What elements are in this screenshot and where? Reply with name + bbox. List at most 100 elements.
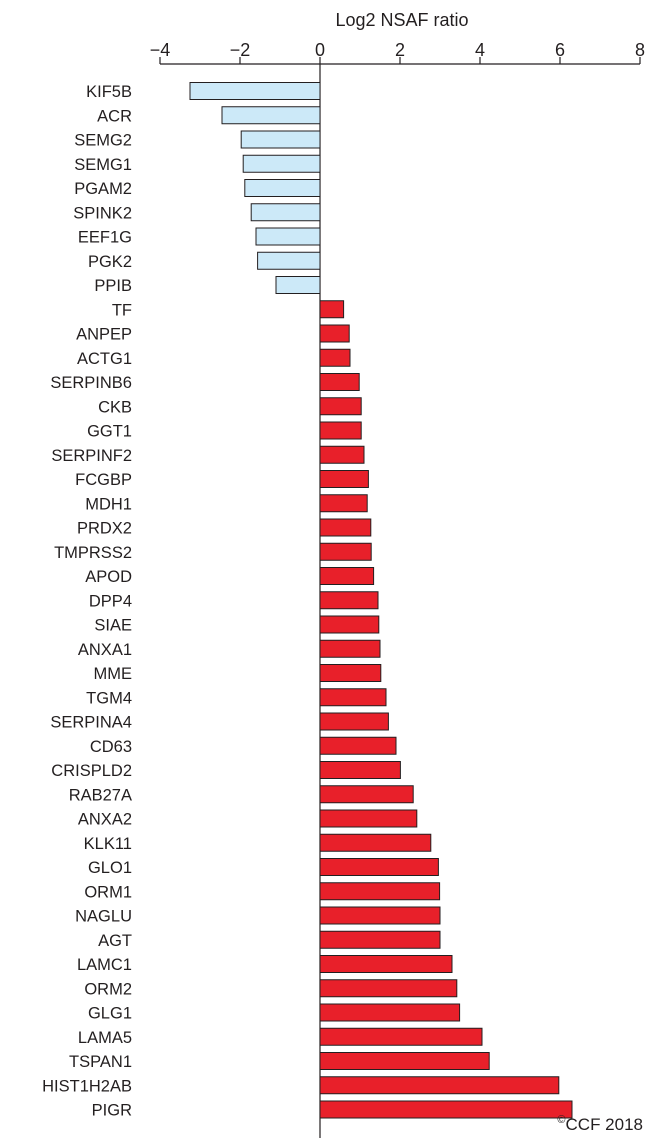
bar-glo1 bbox=[319, 858, 439, 876]
bar-siae bbox=[319, 615, 380, 634]
category-label: TMPRSS2 bbox=[54, 544, 132, 562]
x-axis-ticks: −4 −2 0 2 4 6 8 bbox=[150, 40, 645, 64]
category-label: TGM4 bbox=[86, 689, 132, 707]
bar-serpina4 bbox=[319, 712, 389, 731]
bar-ggt1 bbox=[319, 421, 362, 440]
bar-spink2 bbox=[250, 203, 321, 222]
category-label: AGT bbox=[98, 932, 132, 950]
bar-pgk2 bbox=[257, 251, 321, 270]
bar-serpinb6 bbox=[319, 373, 360, 391]
category-labels: KIF5B ACR SEMG2 SEMG1 PGAM2 SPINK2 EEF1G PGK2 PP… bbox=[42, 83, 132, 1120]
category-label: ANPEP bbox=[76, 326, 132, 344]
bar-agt bbox=[319, 930, 441, 949]
category-label: ACTG1 bbox=[77, 350, 132, 368]
category-label: ORM1 bbox=[84, 883, 132, 901]
x-tick-label: −2 bbox=[230, 40, 251, 60]
bar-klk11 bbox=[319, 833, 432, 852]
copyright-symbol: © bbox=[557, 1114, 565, 1126]
category-label: ANXA1 bbox=[78, 641, 132, 659]
bar-apod bbox=[319, 567, 375, 585]
x-tick-label: 0 bbox=[315, 40, 325, 60]
category-label: MME bbox=[94, 665, 133, 683]
bar-ckb bbox=[319, 397, 362, 416]
category-label: LAMA5 bbox=[78, 1029, 132, 1047]
category-label: SEMG2 bbox=[74, 132, 132, 150]
bar-eef1g bbox=[255, 227, 321, 246]
bar-naglu bbox=[319, 906, 441, 925]
copyright-text: CCF 2018 bbox=[566, 1115, 643, 1134]
category-label: SIAE bbox=[94, 617, 132, 635]
x-tick-label: 8 bbox=[635, 40, 645, 60]
category-label: GLG1 bbox=[88, 1005, 132, 1023]
category-label: TSPAN1 bbox=[69, 1053, 132, 1071]
category-label: RAB27A bbox=[69, 786, 132, 804]
bar-lama5 bbox=[319, 1027, 483, 1046]
category-label: CD63 bbox=[90, 738, 132, 756]
bar-acr bbox=[221, 106, 321, 125]
bar-pgam2 bbox=[244, 179, 321, 197]
bar-lamc1 bbox=[319, 955, 453, 973]
bar-prdx2 bbox=[319, 518, 372, 537]
category-label: MDH1 bbox=[85, 495, 132, 513]
category-label: SERPINA4 bbox=[50, 714, 132, 732]
bar-mme bbox=[319, 664, 382, 682]
category-label: SEMG1 bbox=[74, 156, 132, 174]
bar-cd63 bbox=[319, 736, 397, 755]
bar-rab27a bbox=[319, 785, 414, 804]
bar-anpep bbox=[319, 324, 350, 343]
category-label: SERPINF2 bbox=[51, 447, 132, 465]
bar-ppib bbox=[275, 276, 321, 294]
x-axis-title: Log2 NSAF ratio bbox=[335, 10, 468, 30]
bar-fcgbp bbox=[319, 470, 369, 488]
category-label: HIST1H2AB bbox=[42, 1077, 132, 1095]
bar-dpp4 bbox=[319, 591, 379, 610]
x-tick-label: 2 bbox=[395, 40, 405, 60]
category-label: CRISPLD2 bbox=[51, 762, 132, 780]
bar-hist1h2ab bbox=[319, 1076, 560, 1095]
bar-tspan1 bbox=[319, 1052, 490, 1070]
bar-actg1 bbox=[319, 348, 351, 367]
category-label: GGT1 bbox=[87, 423, 132, 441]
category-label: ANXA2 bbox=[78, 811, 132, 829]
bar-pigr bbox=[319, 1100, 573, 1119]
x-tick-label: 4 bbox=[475, 40, 485, 60]
category-label: PRDX2 bbox=[77, 520, 132, 538]
bar-tmprss2 bbox=[319, 542, 372, 561]
category-label: KIF5B bbox=[86, 83, 132, 101]
category-label: KLK11 bbox=[84, 835, 132, 853]
bar-orm1 bbox=[319, 882, 441, 901]
category-label: DPP4 bbox=[89, 592, 132, 610]
x-tick-label: −4 bbox=[150, 40, 171, 60]
bar-anxa1 bbox=[319, 639, 381, 658]
copyright-notice: ©CCF 2018 bbox=[557, 1114, 643, 1134]
category-label: SPINK2 bbox=[73, 204, 132, 222]
category-label: NAGLU bbox=[75, 908, 132, 926]
bar-glg1 bbox=[319, 1003, 461, 1022]
category-label: APOD bbox=[85, 568, 132, 586]
bar-semg1 bbox=[242, 154, 321, 173]
category-label: PGK2 bbox=[88, 253, 132, 271]
bars bbox=[189, 82, 573, 1119]
category-label: GLO1 bbox=[88, 859, 132, 877]
x-tick-label: 6 bbox=[555, 40, 565, 60]
bar-serpinf2 bbox=[319, 445, 365, 464]
bar-orm2 bbox=[319, 979, 458, 998]
category-label: EEF1G bbox=[78, 229, 132, 247]
category-label: SERPINB6 bbox=[50, 374, 132, 392]
category-label: ACR bbox=[97, 107, 132, 125]
category-label: PGAM2 bbox=[74, 180, 132, 198]
bar-kif5b bbox=[189, 82, 321, 100]
bar-tf bbox=[319, 300, 345, 319]
category-label: ORM2 bbox=[84, 980, 132, 998]
bar-semg2 bbox=[240, 130, 321, 149]
category-label: PIGR bbox=[92, 1102, 132, 1120]
category-label: PPIB bbox=[94, 277, 132, 295]
category-label: FCGBP bbox=[75, 471, 132, 489]
bar-mdh1 bbox=[319, 494, 368, 513]
x-axis bbox=[160, 63, 640, 1138]
bar-crispld2 bbox=[319, 761, 401, 779]
category-label: CKB bbox=[98, 398, 132, 416]
bar-tgm4 bbox=[319, 688, 387, 707]
bar-anxa2 bbox=[319, 809, 418, 828]
